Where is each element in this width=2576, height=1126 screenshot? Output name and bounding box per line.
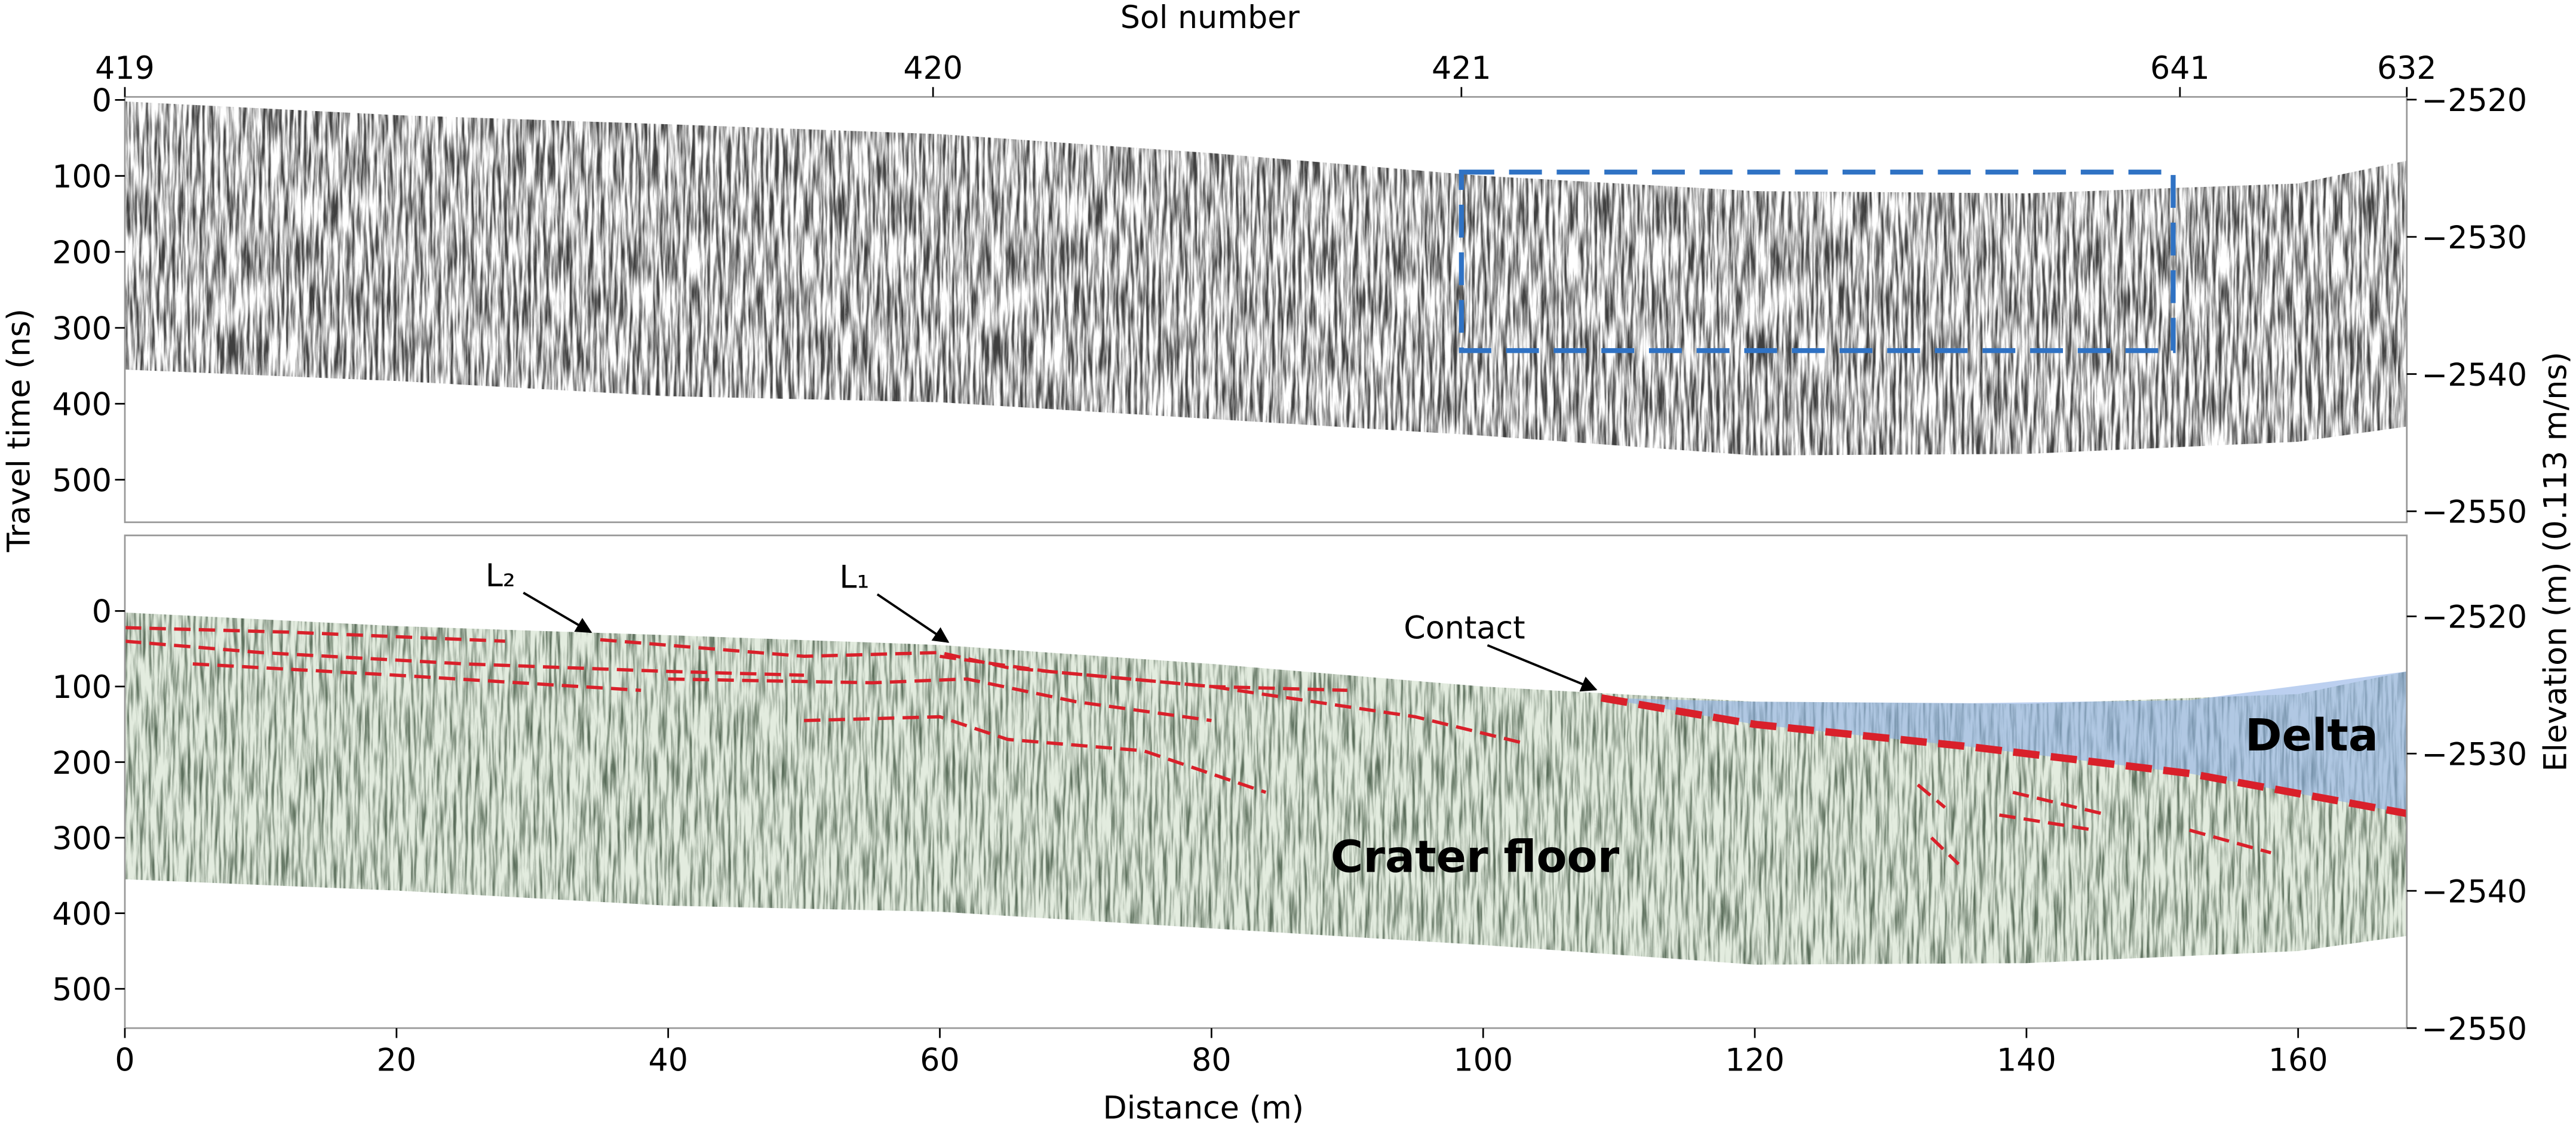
x-axis-title: Distance (m) [1103, 1090, 1304, 1126]
annotation-arrow [523, 592, 592, 633]
x-tick-label: 100 [1453, 1042, 1513, 1079]
x2-tick-label: 632 [2377, 50, 2437, 87]
horizon-line [1998, 813, 2095, 832]
y2-tick-label: −2540 [2421, 357, 2527, 393]
radargram-area [125, 101, 2407, 456]
x-tick-label: 20 [377, 1042, 416, 1079]
y-tick-label: 200 [52, 745, 112, 782]
region-label: Crater floor [1331, 831, 1620, 883]
y-tick-label: 0 [92, 594, 112, 630]
y-tick-label: 300 [52, 310, 112, 347]
annotation-arrow [876, 593, 950, 643]
y2-tick-label: −2550 [2421, 1011, 2527, 1047]
x-tick-label: 60 [920, 1042, 959, 1079]
y-tick-label: 300 [52, 820, 112, 857]
y-tick-label: 200 [52, 235, 112, 271]
annotation-arrow [1487, 644, 1598, 692]
y2-tick-label: −2550 [2421, 494, 2527, 531]
horizon-line [1917, 783, 1946, 809]
delta-region [1601, 671, 2407, 814]
horizon-line [600, 638, 1525, 745]
y2-tick-label: −2520 [2421, 599, 2527, 636]
x2-tick-label: 419 [95, 50, 155, 87]
y2-tick-label: −2520 [2421, 82, 2527, 119]
x-tick-label: 0 [115, 1042, 134, 1079]
y-tick-label: 500 [52, 463, 112, 499]
y2-tick-label: −2540 [2421, 873, 2527, 910]
x2-tick-label: 421 [1432, 50, 1491, 87]
annotation-label: L₁ [839, 559, 869, 595]
y-axis-title: Travel time (ns) [1, 309, 38, 553]
x2-tick-label: 420 [903, 50, 963, 87]
x-tick-label: 160 [2268, 1042, 2328, 1079]
horizon-line [124, 626, 505, 643]
y-tick-label: 400 [52, 387, 112, 423]
horizon-line [939, 654, 1347, 693]
annotation-label: L₂ [486, 558, 515, 594]
x2-axis-title: Sol number [1120, 0, 1300, 36]
highlight-box [1459, 170, 2176, 353]
annotation-label: Contact [1404, 610, 1525, 647]
region-label: Delta [2245, 709, 2378, 761]
horizon-line [1930, 836, 1960, 866]
y2-tick-label: −2530 [2421, 220, 2527, 256]
panel-frame [124, 96, 2408, 524]
horizon-line [2012, 790, 2109, 817]
y-tick-label: 100 [52, 669, 112, 706]
y-tick-label: 100 [52, 159, 112, 195]
horizon-line [804, 715, 1267, 794]
y2-tick-label: −2530 [2421, 737, 2527, 773]
horizon-line [192, 662, 641, 693]
horizon-line [668, 677, 1212, 722]
contact-line [1601, 694, 2408, 817]
x-tick-label: 120 [1725, 1042, 1785, 1079]
x-tick-label: 80 [1192, 1042, 1231, 1079]
y2-axis-title: Elevation (m) (0.113 m/ns) [2537, 352, 2574, 771]
x-tick-label: 140 [1997, 1042, 2056, 1079]
panel-frame [124, 534, 2408, 1029]
x-tick-label: 40 [648, 1042, 687, 1079]
radargram-area [125, 612, 2407, 965]
y-tick-label: 400 [52, 896, 112, 933]
y-tick-label: 500 [52, 971, 112, 1008]
y-tick-label: 0 [92, 83, 112, 119]
x2-tick-label: 641 [2150, 50, 2210, 87]
horizon-line [2189, 828, 2271, 855]
